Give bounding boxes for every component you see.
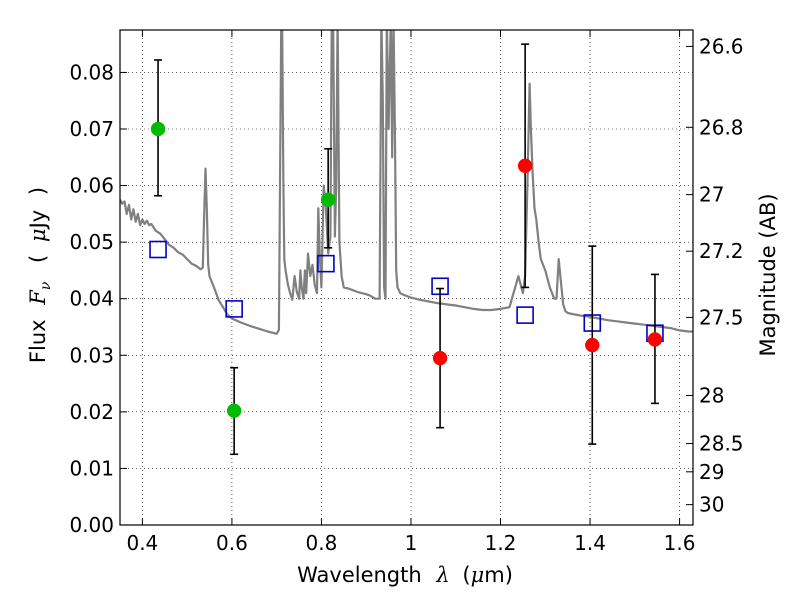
y2-tick-labels: 26.6 26.8 27 27.2 27.5 28 28.5 29 30: [699, 34, 744, 516]
y-axis-label: Flux Fν ( μJy ): [26, 187, 55, 363]
y-tick-labels: 0.00 0.01 0.02 0.03 0.04 0.05 0.06 0.07 0.08: [69, 60, 114, 537]
y2-axis-label: Magnitude (AB): [756, 193, 780, 356]
axes-frame: [119, 29, 694, 526]
y2-tick-label: 26.8: [699, 115, 744, 139]
y2-tick-label: 28.5: [699, 432, 744, 456]
x-tick-label: 0.8: [306, 531, 338, 555]
observed-flux-point: [150, 121, 166, 137]
model-photometry-square: [317, 254, 335, 273]
grid-lines: [120, 30, 693, 525]
y-tick-label: 0.01: [69, 456, 114, 480]
spectrum-line: [120, 30, 693, 335]
x-tick-label: 0.6: [216, 531, 248, 555]
observed-flux-point: [647, 332, 663, 347]
y2-tick-label: 27.5: [699, 305, 744, 329]
y-tick-label: 0.04: [69, 287, 114, 311]
y-tick-label: 0.02: [69, 400, 114, 424]
y2-tick-label: 26.6: [699, 34, 744, 58]
x-axis-label: Wavelength λ (μm): [297, 563, 513, 587]
observed-flux-point: [320, 192, 336, 207]
x-tick-label: 0.4: [126, 531, 158, 555]
y-tick-label: 0.05: [69, 230, 114, 254]
y-tick-label: 0.08: [69, 60, 114, 84]
observed-flux-point: [517, 158, 533, 174]
model-photometry-square: [225, 300, 243, 318]
observed-flux-point: [585, 337, 600, 353]
y2-tick-label: 30: [699, 493, 724, 517]
x-tick-label: 1.2: [485, 531, 517, 555]
tick-marks: [120, 30, 693, 526]
y-tick-label: 0.06: [69, 174, 114, 198]
y2-tick-label: 28: [699, 383, 724, 407]
observed-flux-point: [226, 403, 242, 418]
observed-flux-point: [432, 350, 448, 366]
y2-tick-label: 29: [699, 460, 724, 484]
plot-area: [120, 30, 693, 456]
y-tick-label: 0.07: [69, 117, 114, 141]
x-tick-label: 1: [405, 531, 418, 555]
y-tick-label: 0.00: [69, 513, 114, 537]
x-tick-label: 1.6: [664, 531, 696, 555]
x-tick-labels: 0.4 0.6 0.8 1 1.2 1.4 1.6: [126, 531, 695, 555]
model-photometry-square: [149, 240, 167, 259]
y2-tick-label: 27.2: [699, 239, 744, 263]
model-photometry-square: [516, 306, 534, 324]
y2-tick-label: 27: [699, 183, 724, 207]
x-tick-label: 1.4: [574, 531, 606, 555]
y-tick-label: 0.03: [69, 343, 114, 367]
